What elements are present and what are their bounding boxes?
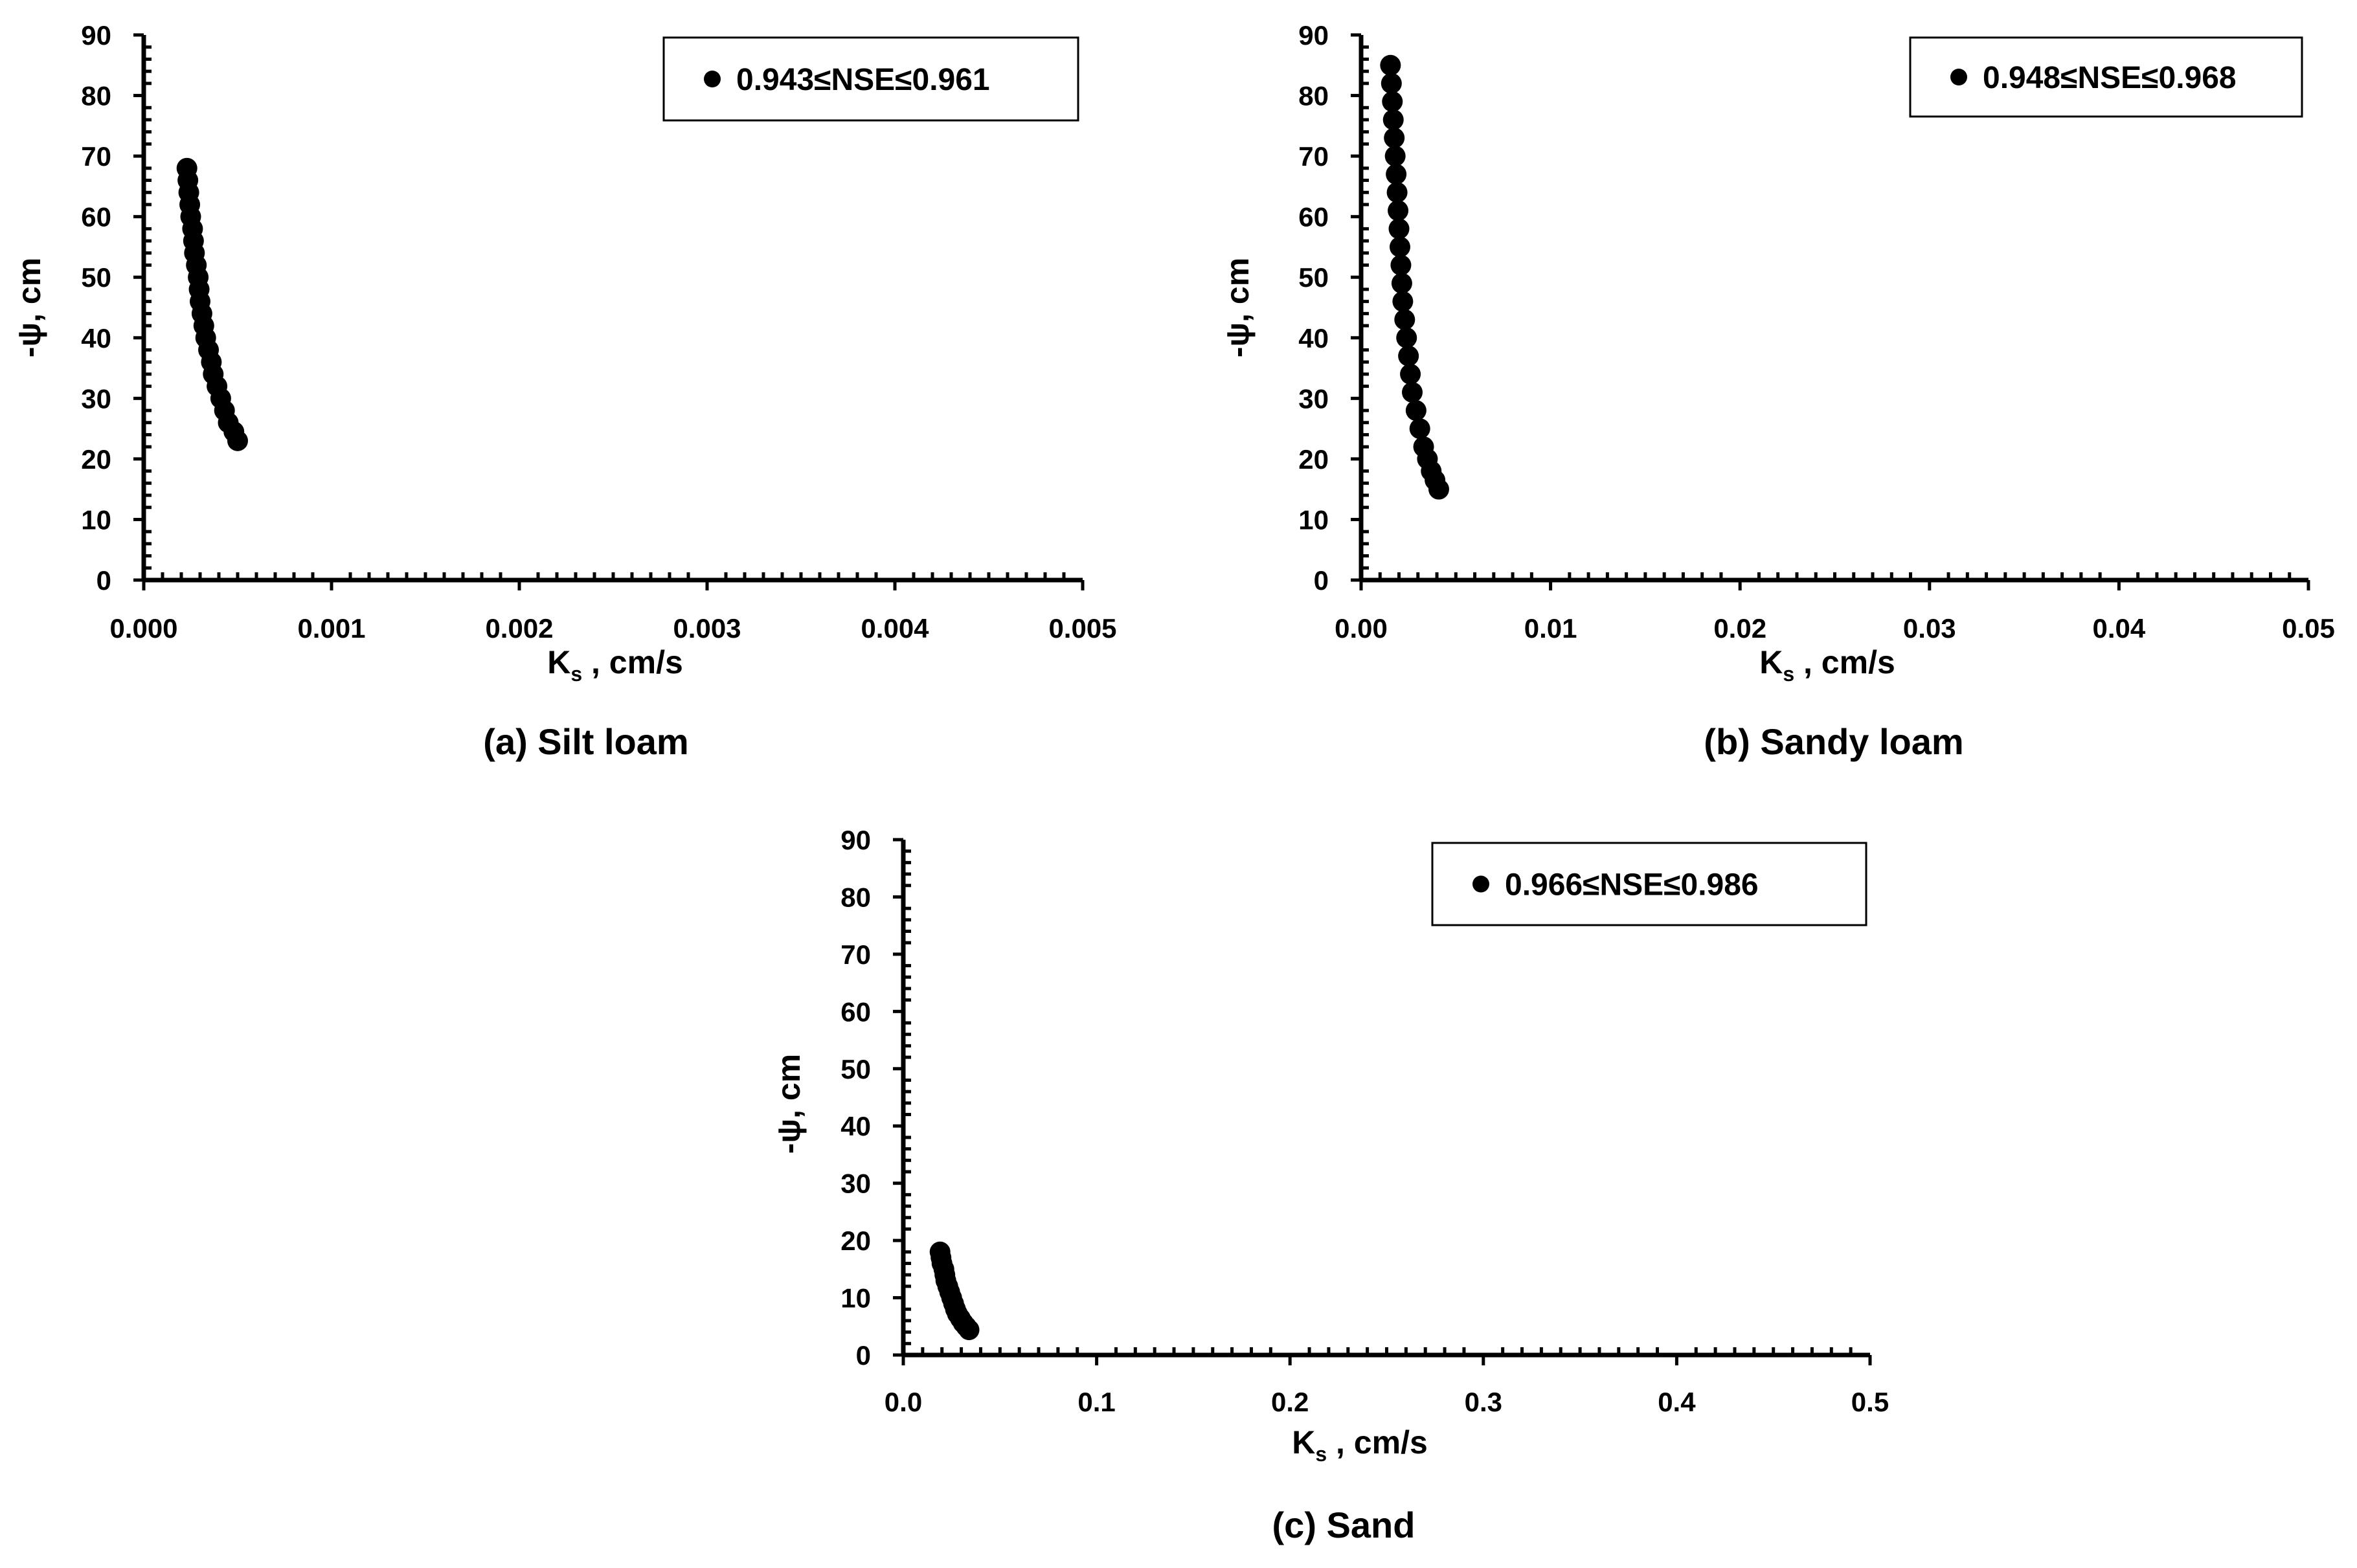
data-point xyxy=(1380,54,1401,76)
y-axis-title: -ψ, cm xyxy=(771,1054,807,1154)
panel-caption: (c) Sand xyxy=(1272,1505,1415,1545)
data-point xyxy=(1398,345,1419,366)
y-tick-label: 10 xyxy=(1298,504,1329,535)
y-tick-label: 60 xyxy=(840,996,871,1027)
data-point xyxy=(1382,91,1403,112)
legend-label: 0.966≤NSE≤0.986 xyxy=(1505,868,1759,902)
data-point xyxy=(1409,418,1430,440)
y-tick-label: 90 xyxy=(81,20,111,50)
y-tick-label: 10 xyxy=(840,1283,871,1314)
y-tick-label: 80 xyxy=(840,882,871,912)
legend-marker xyxy=(704,71,721,87)
data-point xyxy=(1388,218,1410,240)
y-tick-label: 70 xyxy=(840,939,871,970)
y-tick-label: 20 xyxy=(840,1226,871,1256)
x-tick-label: 0.2 xyxy=(1271,1387,1309,1417)
y-tick-label: 20 xyxy=(1298,444,1329,475)
data-point xyxy=(1381,73,1402,94)
data-point xyxy=(1391,273,1412,294)
legend-label: 0.943≤NSE≤0.961 xyxy=(736,63,990,97)
legend-marker xyxy=(1950,69,1967,85)
chart-panel-3: 0 10 20 30 40 50 60 70 80 90 0.0 0.1 0.2 0.3 0.4 0.5 -ψ,… xyxy=(771,825,1889,1545)
y-tick-label: 60 xyxy=(81,202,111,232)
legend-box xyxy=(1909,36,2303,118)
y-tick-label: 20 xyxy=(81,444,111,475)
data-point xyxy=(1405,400,1427,421)
x-axis-title: Ks , cm/s xyxy=(1292,1424,1428,1466)
y-tick-label: 0 xyxy=(96,565,111,596)
panel-caption: (b) Sandy loam xyxy=(1704,721,1963,762)
x-tick-label: 0.005 xyxy=(1048,613,1116,644)
legend: 0.943≤NSE≤0.961 xyxy=(662,36,1079,122)
y-tick-label: 30 xyxy=(81,383,111,414)
legend: 0.948≤NSE≤0.968 xyxy=(1909,36,2303,118)
data-point xyxy=(1390,254,1412,276)
legend-box xyxy=(1431,842,1867,926)
x-tick-label: 0.02 xyxy=(1713,613,1766,644)
y-tick-label: 90 xyxy=(1298,20,1329,50)
y-tick-label: 70 xyxy=(1298,141,1329,172)
y-tick-label: 80 xyxy=(1298,81,1329,111)
x-axis-title: Ks , cm/s xyxy=(547,644,683,686)
y-tick-label: 30 xyxy=(1298,383,1329,414)
x-tick-label: 0.001 xyxy=(297,613,365,644)
x-tick-label: 0.000 xyxy=(109,613,177,644)
panel-caption: (a) Silt loam xyxy=(483,721,688,762)
x-tick-label: 0.1 xyxy=(1077,1387,1115,1417)
x-tick-label: 0.002 xyxy=(485,613,553,644)
data-point xyxy=(1392,291,1414,312)
y-tick-label: 50 xyxy=(1298,262,1329,293)
y-tick-label: 70 xyxy=(81,141,111,172)
x-tick-label: 0.0 xyxy=(885,1387,922,1417)
y-axis-title: -ψ, cm xyxy=(1219,258,1256,357)
legend-marker xyxy=(1472,875,1489,893)
x-tick-label: 0.003 xyxy=(673,613,741,644)
y-tick-label: 40 xyxy=(1298,323,1329,353)
data-point xyxy=(1400,363,1421,385)
y-axis-title: -ψ, cm xyxy=(11,258,47,357)
data-point xyxy=(1428,478,1449,500)
y-tick-label: 50 xyxy=(81,262,111,293)
data-point xyxy=(1384,128,1405,149)
data-point xyxy=(1402,381,1423,403)
y-tick-label: 40 xyxy=(81,323,111,353)
x-tick-label: 0.004 xyxy=(861,613,929,644)
legend-box xyxy=(662,36,1079,122)
y-tick-label: 10 xyxy=(81,504,111,535)
y-tick-label: 60 xyxy=(1298,202,1329,232)
y-tick-label: 0 xyxy=(856,1340,871,1371)
data-point xyxy=(1394,309,1415,330)
data-point xyxy=(1386,182,1408,203)
chart-panel-2: 0 10 20 30 40 50 60 70 80 90 0.00 0.01 0.02 0.03 0.04 0… xyxy=(1219,20,2335,762)
data-point xyxy=(1386,164,1407,185)
data-point xyxy=(958,1319,980,1341)
legend-label: 0.948≤NSE≤0.968 xyxy=(1983,61,2237,95)
x-tick-label: 0.5 xyxy=(1851,1387,1889,1417)
y-tick-label: 40 xyxy=(840,1111,871,1141)
x-tick-label: 0.00 xyxy=(1335,613,1388,644)
x-tick-label: 0.03 xyxy=(1903,613,1956,644)
data-point xyxy=(1389,236,1410,258)
data-point xyxy=(1384,146,1406,167)
y-tick-label: 80 xyxy=(81,81,111,111)
y-tick-label: 90 xyxy=(840,825,871,855)
x-tick-label: 0.3 xyxy=(1465,1387,1502,1417)
legend: 0.966≤NSE≤0.986 xyxy=(1431,842,1867,926)
data-point xyxy=(1388,200,1409,221)
data-point xyxy=(1382,109,1404,130)
y-tick-label: 30 xyxy=(840,1169,871,1199)
data-point xyxy=(227,430,248,451)
x-tick-label: 0.05 xyxy=(2282,613,2335,644)
data-point xyxy=(1396,327,1417,348)
chart-panel-1: 0 10 20 30 40 50 60 70 80 90 0.000 0.001 0.002 0.003 0… xyxy=(11,20,1117,762)
x-tick-label: 0.01 xyxy=(1524,613,1577,644)
x-tick-label: 0.04 xyxy=(2093,613,2146,644)
y-tick-label: 50 xyxy=(840,1054,871,1084)
y-tick-label: 0 xyxy=(1314,565,1329,596)
x-axis-title: Ks , cm/s xyxy=(1759,644,1895,686)
x-tick-label: 0.4 xyxy=(1658,1387,1696,1417)
